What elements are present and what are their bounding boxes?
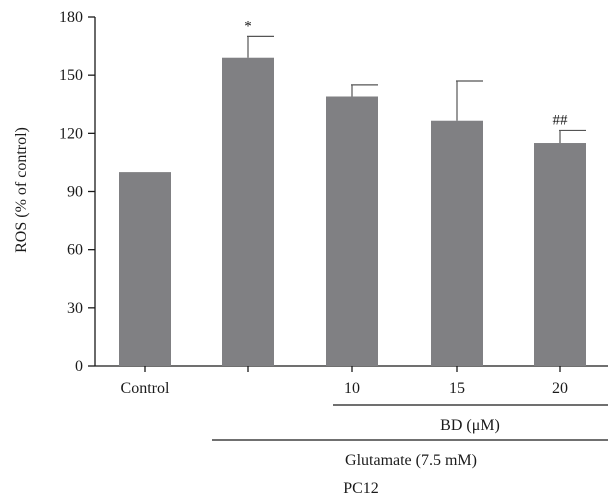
x-category-label: 10 [344,380,360,397]
bar [431,120,483,366]
y-tick-label: 30 [67,300,83,317]
error-bars [247,35,586,144]
x-category-label: Control [121,380,170,397]
y-tick-label: 90 [67,184,83,201]
axes: 0 30 60 90 120 150 180 [59,9,608,375]
cell-line-label: PC12 [343,480,379,497]
y-tick-label: 0 [75,358,83,375]
bar [534,143,586,366]
x-category-labels: Control 10 15 20 [121,380,568,397]
y-tick-label: 120 [59,125,83,142]
bd-group-label: BD (μM) [440,417,500,434]
bar [326,96,378,366]
y-tick-label: 150 [59,67,83,84]
y-tick-label: 60 [67,242,83,259]
group-labels: BD (μM) Glutamate (7.5 mM) PC12 [212,404,608,497]
x-category-label: 20 [552,380,568,397]
y-tick-label: 180 [59,9,83,26]
x-category-label: 15 [449,380,465,397]
significance-annotations: * ## [244,18,568,128]
y-axis-label: ROS (% of control) [13,127,30,253]
significance-mark: ## [553,112,569,128]
significance-mark: * [244,18,252,34]
glutamate-group-label: Glutamate (7.5 mM) [345,452,477,469]
bar [119,172,171,366]
bar [222,57,274,366]
bars [119,57,586,366]
